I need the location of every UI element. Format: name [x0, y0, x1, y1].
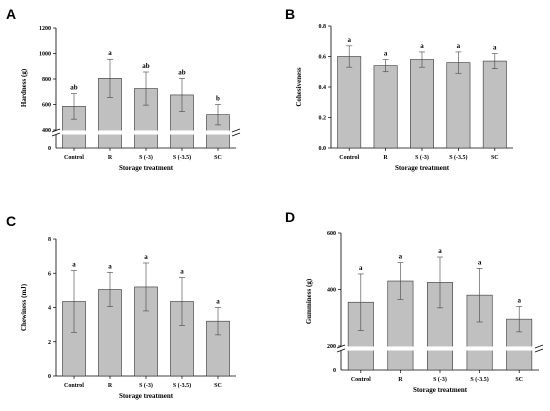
significance-label: a	[493, 43, 497, 51]
panel-letter: A	[6, 6, 17, 22]
axis-break-mark	[534, 348, 544, 353]
bar	[446, 62, 471, 149]
y-axis-label: Cohesiveness	[295, 67, 303, 107]
y-tick-label: 0	[333, 368, 336, 374]
x-tick-label: SC	[214, 383, 222, 389]
axis-break-band	[52, 130, 240, 135]
cohesiveness-chart: 0.0 0.2 0.4 0.6 0.8 a Control a Ra S (-3) a S (-3.5…	[295, 24, 513, 172]
chewiness-chart: 0 2 4 6 8 a Control a Ra S (-3) a S (-3.5) a SC Chewin…	[20, 237, 236, 400]
y-axis-label: Gumminess (g)	[305, 278, 313, 324]
significance-label: a	[72, 261, 76, 269]
y-tick-label: 400	[42, 128, 51, 134]
significance-label: a	[384, 50, 388, 58]
axis-break-mark	[336, 348, 346, 353]
x-tick-label: Control	[64, 155, 84, 161]
significance-label: a	[144, 253, 148, 261]
x-axis-label: Storage treatment	[413, 386, 468, 394]
y-tick-label: 4	[48, 306, 51, 312]
y-tick-label: 0.2	[319, 116, 327, 122]
y-tick-label: 1000	[39, 52, 51, 58]
significance-label: a	[438, 247, 442, 255]
significance-label: a	[399, 253, 403, 261]
x-tick-label: S (-3)	[139, 382, 153, 389]
y-tick-label: 800	[42, 77, 51, 83]
y-tick-label: 600	[327, 231, 336, 237]
x-tick-label: SC	[491, 155, 499, 161]
x-tick-label: S (-3.5)	[449, 154, 467, 161]
x-tick-label: R	[398, 377, 403, 383]
bar	[482, 60, 507, 149]
significance-label: ab	[178, 68, 186, 76]
axis-break-mark	[231, 132, 241, 137]
y-tick-label: 400	[327, 288, 336, 294]
y-tick-label: 2	[48, 340, 51, 346]
axis-break-mark	[51, 128, 61, 133]
hardness-chart: 400 600 800 1000 1200 0 ab Control a Rab S (-3) ab S…	[20, 26, 241, 172]
y-tick-label: 8	[48, 237, 51, 243]
y-tick-label: 0.8	[319, 24, 327, 30]
x-tick-label: R	[108, 383, 113, 389]
y-tick-label: 0	[48, 374, 51, 380]
panel-letter: D	[285, 209, 296, 225]
y-tick-label: 0.4	[319, 85, 327, 91]
significance-label: a	[457, 42, 461, 50]
y-tick-label: 0	[48, 146, 51, 152]
significance-label: a	[180, 268, 184, 276]
significance-label: a	[347, 36, 351, 44]
axis-break-mark	[231, 128, 241, 133]
panel-letter: B	[285, 6, 296, 22]
significance-label: a	[108, 262, 112, 270]
y-tick-label: 6	[48, 271, 51, 277]
significance-label: a	[517, 296, 521, 304]
bar	[410, 59, 434, 149]
significance-label: ab	[142, 62, 150, 70]
bar	[373, 65, 398, 149]
axis-break-mark	[336, 344, 346, 349]
x-axis-label: Storage treatment	[119, 164, 174, 172]
significance-label: a	[216, 298, 220, 306]
significance-label: b	[216, 95, 220, 103]
x-tick-label: S (-3.5)	[470, 376, 488, 383]
gumminess-chart: 200 400 600 0 a Control a Ra S (-3) a S (-3.5) a SC G…	[305, 231, 544, 394]
significance-label: a	[420, 42, 424, 50]
x-axis-label: Storage treatment	[395, 164, 450, 172]
x-tick-label: Control	[351, 377, 371, 383]
x-tick-label: R	[383, 155, 388, 161]
x-tick-label: S (-3.5)	[173, 382, 191, 389]
axis-break-mark	[51, 132, 61, 137]
y-tick-label: 600	[42, 103, 51, 109]
x-tick-label: Control	[339, 155, 359, 161]
x-tick-label: S (-3)	[415, 154, 429, 161]
axis-break-band	[337, 346, 543, 351]
x-axis-label: Storage treatment	[119, 392, 174, 400]
x-tick-label: SC	[214, 155, 222, 161]
x-tick-label: R	[108, 155, 113, 161]
x-tick-label: S (-3)	[433, 376, 447, 383]
significance-label: a	[359, 264, 363, 272]
x-tick-label: S (-3)	[139, 154, 153, 161]
x-tick-label: Control	[64, 383, 84, 389]
axis-break-mark	[534, 344, 544, 349]
y-tick-label: 0.6	[319, 55, 327, 61]
significance-label: a	[108, 49, 112, 57]
significance-label: a	[478, 258, 482, 266]
significance-label: ab	[70, 84, 78, 92]
y-tick-label: 0.0	[319, 146, 327, 152]
y-tick-label: 1200	[39, 26, 51, 32]
x-tick-label: S (-3.5)	[173, 154, 191, 161]
y-tick-label: 200	[327, 344, 336, 350]
x-tick-label: SC	[515, 377, 523, 383]
y-axis-label: Chewiness (mJ)	[20, 283, 28, 331]
y-axis-label: Hardness (g)	[20, 68, 28, 107]
bar	[337, 56, 362, 149]
panel-letter: C	[6, 213, 17, 229]
